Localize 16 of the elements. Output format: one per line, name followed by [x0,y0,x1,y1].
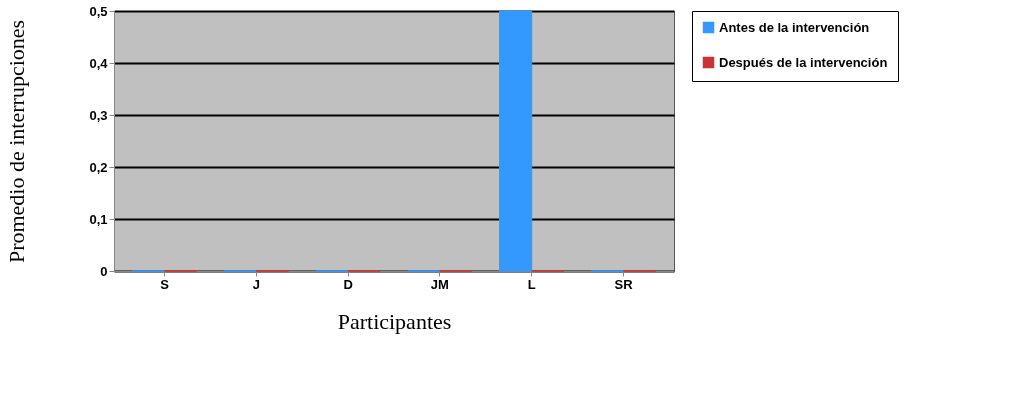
x-tick-label: JM [430,276,449,292]
x-tick-label: L [527,276,536,292]
y-axis-title: Promedio de interrupciones [4,19,30,264]
y-tick-label: 0 [100,263,108,279]
y-tick-label: 0,1 [89,211,108,227]
x-tick-label: S [160,276,170,292]
legend-label: Antes de la intervención [719,19,870,35]
y-tick-label: 0,4 [89,55,109,71]
x-tick-label: D [343,276,353,292]
y-tick-label: 0,3 [89,107,108,123]
y-tick-label: 0,5 [89,3,108,19]
x-tick-label: SR [614,276,634,292]
x-tick-label: J [252,276,260,292]
legend-label: Después de la intervención [719,54,888,70]
y-tick-label: 0,2 [89,159,108,175]
x-axis-title: Participantes [337,308,452,334]
